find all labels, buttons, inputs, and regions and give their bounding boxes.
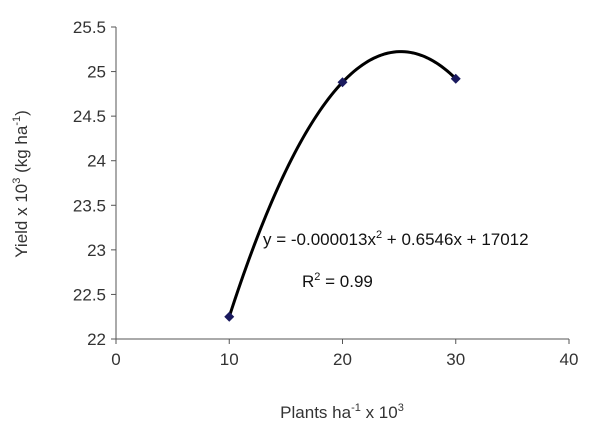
data-point-marker — [450, 73, 461, 84]
data-point-marker — [224, 311, 235, 322]
x-tick-label: 0 — [111, 350, 120, 369]
y-tick-label: 23 — [87, 241, 106, 260]
y-tick-label: 24.5 — [73, 107, 106, 126]
y-tick-label: 25 — [87, 63, 106, 82]
y-tick-label: 22.5 — [73, 285, 106, 304]
axes — [111, 26, 570, 344]
y-tick-label: 22 — [87, 330, 106, 349]
data-points — [224, 73, 461, 322]
y-tick-label: 24 — [87, 152, 106, 171]
y-tick-label: 23.5 — [73, 196, 106, 215]
x-tick-label: 10 — [220, 350, 239, 369]
x-tick-label: 20 — [333, 350, 352, 369]
x-tick-label: 30 — [446, 350, 465, 369]
y-axis-title: Yield x 103 (kg ha-1) — [11, 110, 31, 258]
tick-labels: 22 22.5 23 23.5 24 24.5 25 25.5 0 10 20 30 40 — [73, 18, 579, 369]
x-tick-label: 40 — [560, 350, 579, 369]
trendline-equation: y = -0.000013x2 + 0.6546x + 17012 — [263, 229, 529, 249]
data-point-marker — [337, 77, 348, 88]
r-squared-label: R2 = 0.99 — [302, 271, 373, 291]
y-tick-label: 25.5 — [73, 18, 106, 37]
x-axis-title: Plants ha-1 x 103 — [280, 402, 404, 422]
